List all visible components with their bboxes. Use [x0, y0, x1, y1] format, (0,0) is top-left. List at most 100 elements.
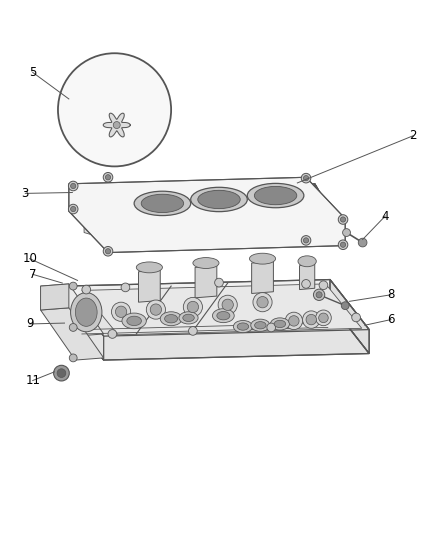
Circle shape — [319, 281, 328, 289]
Circle shape — [301, 236, 311, 245]
Polygon shape — [97, 206, 325, 241]
Polygon shape — [64, 279, 369, 336]
Text: 6: 6 — [387, 313, 395, 326]
Polygon shape — [300, 264, 315, 289]
Polygon shape — [252, 261, 273, 294]
Polygon shape — [315, 184, 336, 243]
Circle shape — [116, 306, 127, 318]
Circle shape — [301, 173, 311, 183]
Ellipse shape — [217, 311, 230, 320]
Polygon shape — [84, 206, 336, 247]
Circle shape — [69, 282, 77, 290]
Polygon shape — [82, 284, 362, 335]
Circle shape — [316, 310, 331, 326]
Polygon shape — [103, 113, 130, 137]
Polygon shape — [84, 190, 106, 247]
Circle shape — [302, 279, 311, 288]
Ellipse shape — [183, 314, 194, 321]
Ellipse shape — [160, 312, 182, 326]
Ellipse shape — [274, 320, 286, 328]
Ellipse shape — [71, 293, 102, 332]
Polygon shape — [69, 177, 345, 253]
Text: 8: 8 — [387, 288, 395, 301]
Polygon shape — [195, 265, 217, 298]
Text: 11: 11 — [25, 374, 40, 387]
Circle shape — [319, 313, 328, 322]
Text: 7: 7 — [29, 268, 36, 281]
Circle shape — [53, 365, 69, 381]
Circle shape — [187, 301, 198, 313]
Circle shape — [82, 285, 91, 294]
Circle shape — [121, 283, 130, 292]
Circle shape — [303, 311, 320, 328]
Circle shape — [340, 217, 346, 222]
Circle shape — [352, 313, 360, 322]
Polygon shape — [41, 284, 104, 336]
Ellipse shape — [191, 187, 247, 212]
Circle shape — [188, 327, 197, 335]
Ellipse shape — [134, 191, 191, 215]
Polygon shape — [41, 284, 69, 310]
Circle shape — [338, 215, 348, 224]
Ellipse shape — [270, 318, 290, 330]
Ellipse shape — [141, 194, 184, 213]
Circle shape — [338, 240, 348, 249]
Polygon shape — [64, 286, 104, 360]
Circle shape — [57, 369, 66, 377]
Circle shape — [68, 204, 78, 214]
Circle shape — [58, 53, 171, 166]
Circle shape — [113, 122, 120, 128]
Polygon shape — [119, 194, 302, 208]
Circle shape — [341, 302, 349, 310]
Circle shape — [340, 242, 346, 247]
Ellipse shape — [247, 183, 304, 208]
Ellipse shape — [193, 257, 219, 269]
Ellipse shape — [212, 309, 234, 322]
Circle shape — [106, 249, 111, 254]
Circle shape — [222, 299, 233, 310]
Circle shape — [71, 183, 76, 189]
Polygon shape — [138, 270, 160, 302]
Circle shape — [103, 246, 113, 256]
Ellipse shape — [233, 320, 253, 333]
Circle shape — [316, 292, 322, 298]
Circle shape — [184, 297, 202, 317]
Circle shape — [257, 296, 268, 308]
Circle shape — [108, 329, 117, 338]
Ellipse shape — [136, 262, 162, 273]
Circle shape — [343, 229, 350, 237]
Circle shape — [69, 324, 77, 332]
Circle shape — [69, 354, 77, 362]
Ellipse shape — [127, 316, 141, 326]
Circle shape — [314, 289, 325, 301]
Ellipse shape — [165, 314, 178, 323]
Circle shape — [112, 302, 131, 321]
Circle shape — [358, 238, 367, 247]
Text: 10: 10 — [22, 252, 37, 265]
Polygon shape — [41, 308, 104, 360]
Ellipse shape — [237, 323, 249, 330]
Circle shape — [150, 304, 162, 315]
Text: 3: 3 — [21, 187, 29, 200]
Ellipse shape — [254, 187, 297, 205]
Ellipse shape — [251, 319, 270, 332]
Circle shape — [267, 323, 276, 332]
Circle shape — [306, 314, 317, 325]
Text: 9: 9 — [26, 318, 33, 330]
Text: 5: 5 — [29, 66, 36, 79]
Ellipse shape — [250, 253, 276, 264]
Circle shape — [68, 181, 78, 191]
Polygon shape — [84, 195, 99, 206]
Circle shape — [215, 278, 223, 287]
Circle shape — [218, 295, 237, 314]
Circle shape — [304, 238, 309, 243]
Circle shape — [304, 175, 309, 181]
Circle shape — [289, 316, 299, 326]
Polygon shape — [84, 184, 336, 228]
Text: 4: 4 — [381, 209, 389, 222]
Ellipse shape — [122, 313, 146, 329]
Text: 2: 2 — [409, 130, 417, 142]
Ellipse shape — [198, 190, 240, 208]
Ellipse shape — [75, 298, 97, 326]
Polygon shape — [84, 225, 99, 237]
